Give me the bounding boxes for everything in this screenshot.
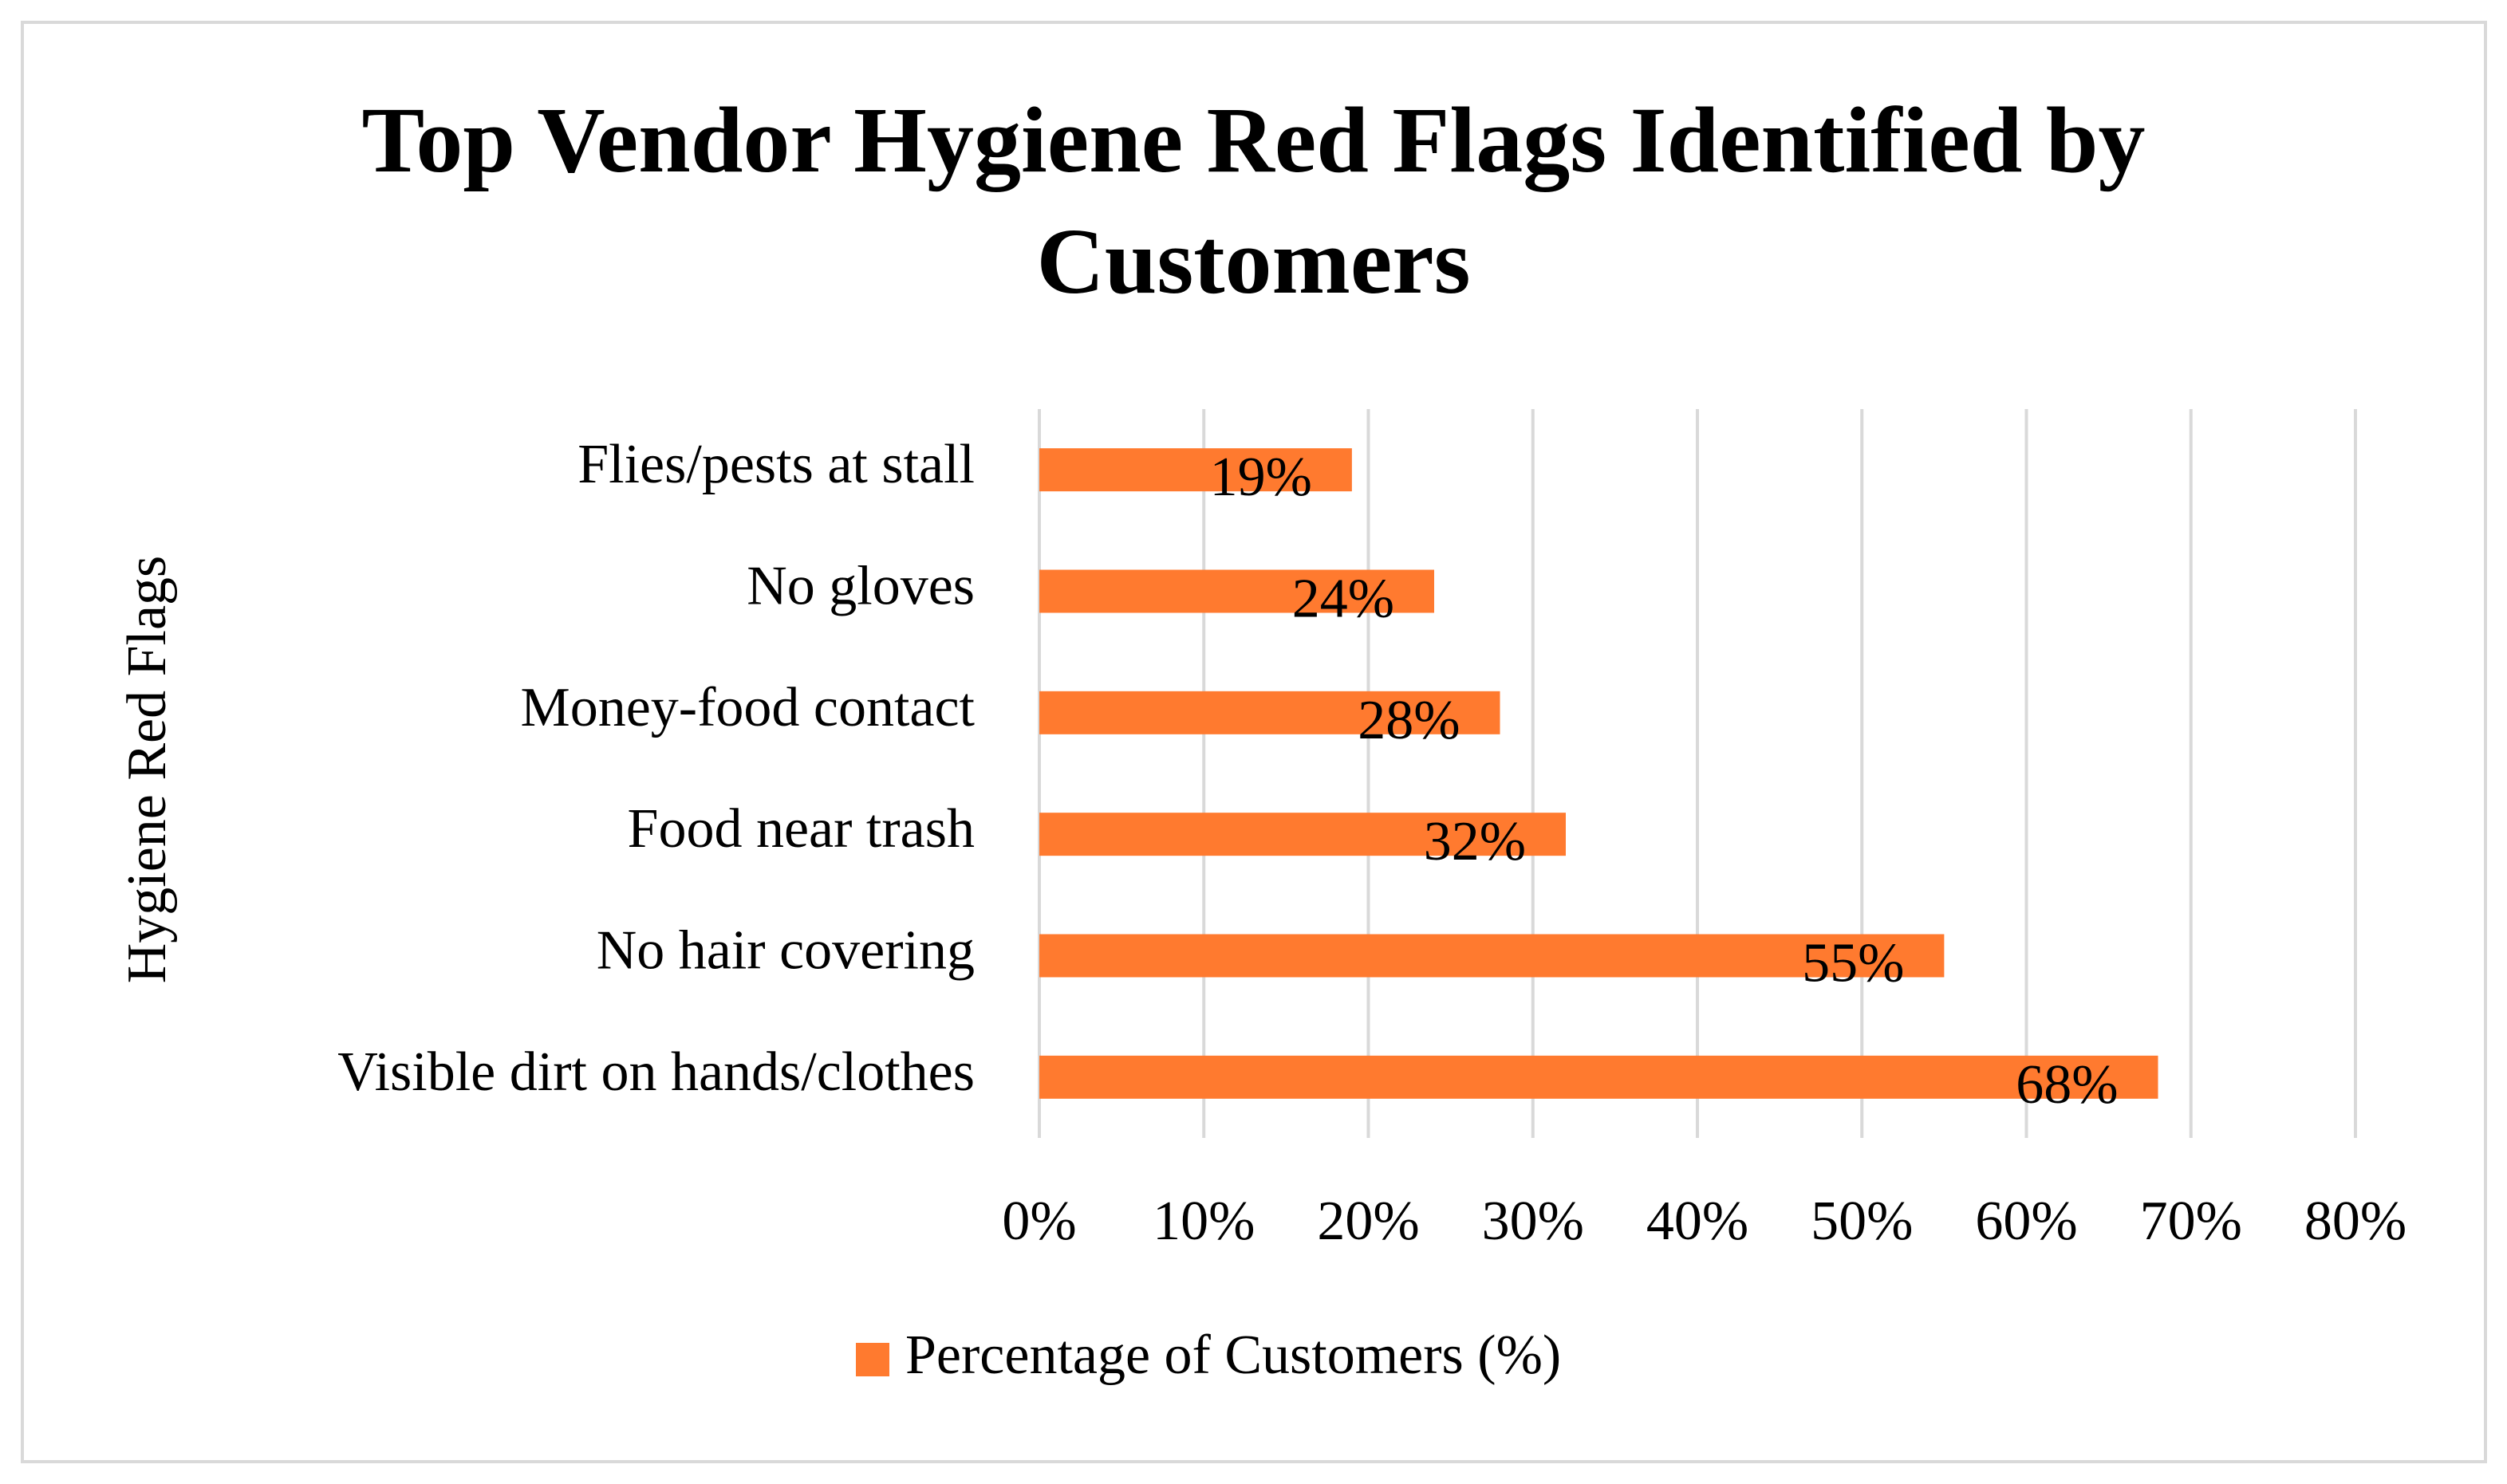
x-tick-label: 0% <box>1002 1191 1076 1252</box>
chart-border <box>21 21 2487 1463</box>
data-label: 32% <box>1424 811 1526 872</box>
x-tick-label: 10% <box>1153 1191 1255 1252</box>
y-tick-label: Money-food contact <box>520 677 975 738</box>
x-tick-label: 40% <box>1646 1191 1748 1252</box>
bar <box>1039 448 1352 492</box>
y-tick-label: Visible dirt on hands/clothes <box>337 1041 975 1103</box>
data-label: 55% <box>1802 933 1904 994</box>
bar <box>1039 569 1434 613</box>
bar <box>1039 813 1566 856</box>
chart-title: Top Vendor Hygiene Red Flags Identified … <box>361 88 2146 313</box>
x-tick-label: 30% <box>1482 1191 1584 1252</box>
data-label: 68% <box>2016 1054 2118 1116</box>
x-tick-label: 80% <box>2304 1191 2406 1252</box>
y-tick-label: No gloves <box>747 556 975 617</box>
y-tick-label: Food near trash <box>628 798 975 860</box>
x-tick-label: 70% <box>2140 1191 2242 1252</box>
legend-swatch <box>856 1343 889 1376</box>
data-label: 19% <box>1210 447 1312 508</box>
y-axis-title: Hygiene Red Flags <box>116 556 178 984</box>
bar <box>1039 934 1945 978</box>
x-tick-label: 60% <box>1975 1191 2077 1252</box>
y-tick-label: Flies/pests at stall <box>577 434 975 495</box>
data-label: 24% <box>1292 569 1394 630</box>
data-label: 28% <box>1358 690 1460 751</box>
legend-label: Percentage of Customers (%) <box>905 1325 1561 1386</box>
x-tick-label: 50% <box>1811 1191 1913 1252</box>
x-tick-label: 20% <box>1317 1191 1419 1252</box>
bar <box>1039 691 1500 734</box>
bar <box>1039 1055 2158 1099</box>
y-tick-label: No hair covering <box>597 920 975 982</box>
